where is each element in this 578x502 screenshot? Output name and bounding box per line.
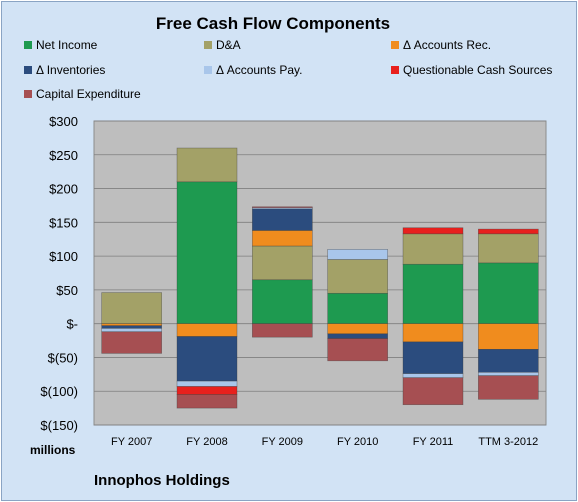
bar-segment bbox=[101, 328, 162, 333]
legend-swatch bbox=[391, 66, 399, 74]
bar-segment bbox=[101, 331, 162, 354]
bar-segment bbox=[101, 323, 162, 326]
bar-segment bbox=[252, 245, 313, 281]
bar-segment bbox=[327, 323, 388, 335]
legend-item-inventories: Δ Inventories bbox=[24, 63, 105, 77]
y-tick-label: $(50) bbox=[48, 350, 78, 365]
bar-segment bbox=[176, 147, 238, 183]
bar-segment bbox=[252, 323, 313, 338]
bar-segment bbox=[478, 262, 539, 324]
bar-segment bbox=[402, 373, 464, 379]
bar-segment bbox=[478, 228, 539, 235]
bar-segment bbox=[327, 249, 388, 260]
bar-segment bbox=[176, 336, 238, 382]
y-tick-label: $200 bbox=[49, 182, 78, 197]
bar-segment bbox=[252, 230, 313, 247]
legend-swatch bbox=[204, 41, 212, 49]
y-tick-label: $50 bbox=[56, 283, 78, 298]
bar-segment bbox=[101, 292, 162, 324]
chart-title: Free Cash Flow Components bbox=[155, 14, 391, 33]
bar-segment bbox=[252, 279, 313, 324]
legend-swatch bbox=[204, 66, 212, 74]
y-tick-label: $100 bbox=[49, 249, 78, 264]
x-tick-label: FY 2008 bbox=[186, 436, 227, 448]
legend-label: Net Income bbox=[36, 38, 98, 52]
bar-segment bbox=[176, 181, 238, 324]
legend-swatch bbox=[24, 66, 32, 74]
legend-item-accounts-pay: Δ Accounts Pay. bbox=[204, 63, 303, 77]
bar-segment bbox=[402, 341, 464, 374]
y-tick-label: $300 bbox=[49, 114, 78, 129]
x-tick-label: FY 2011 bbox=[413, 436, 454, 448]
bar-segment bbox=[402, 377, 464, 406]
y-tick-label: $(150) bbox=[40, 418, 78, 433]
x-tick-label: TTM 3-2012 bbox=[478, 436, 538, 448]
legend-swatch bbox=[24, 90, 32, 98]
bar-segment bbox=[176, 323, 238, 337]
units-label: millions bbox=[30, 443, 76, 457]
legend-label: D&A bbox=[216, 38, 241, 52]
legend-swatch bbox=[24, 41, 32, 49]
bar-segment bbox=[252, 206, 313, 208]
bar-segment bbox=[327, 338, 388, 362]
legend-label: Capital Expenditure bbox=[36, 87, 141, 101]
legend-label: Δ Accounts Rec. bbox=[403, 38, 492, 52]
bar-segment bbox=[478, 233, 539, 264]
company-name: Innophos Holdings bbox=[94, 472, 230, 489]
bar-segment bbox=[478, 372, 539, 376]
bar-segment bbox=[176, 380, 238, 387]
legend-item-net-income: Net Income bbox=[24, 38, 97, 52]
bar-segment bbox=[402, 323, 464, 343]
bar-segment bbox=[478, 349, 539, 373]
legend-item-capex: Capital Expenditure bbox=[24, 87, 141, 101]
bar-segment bbox=[327, 292, 388, 324]
legend-label: Questionable Cash Sources bbox=[403, 63, 553, 77]
bar-segment bbox=[402, 263, 464, 324]
x-tick-label: FY 2007 bbox=[111, 436, 152, 448]
bar-segment bbox=[176, 394, 238, 409]
legend-item-da: D&A bbox=[204, 38, 241, 52]
bar-segment bbox=[327, 333, 388, 339]
bar-segment bbox=[252, 208, 313, 231]
plot-area bbox=[93, 120, 547, 426]
x-tick-label: FY 2010 bbox=[337, 436, 378, 448]
x-tick-label: FY 2009 bbox=[262, 436, 303, 448]
y-tick-label: $150 bbox=[49, 215, 78, 230]
legend-item-questionable-cash: Questionable Cash Sources bbox=[391, 63, 552, 77]
y-tick-label: $- bbox=[66, 317, 78, 332]
bar-segment bbox=[478, 323, 539, 350]
bar-segment bbox=[402, 233, 464, 265]
bar-segment bbox=[402, 227, 464, 235]
legend-item-accounts-rec: Δ Accounts Rec. bbox=[391, 38, 491, 52]
bar-segment bbox=[101, 325, 162, 329]
bar-segment bbox=[176, 386, 238, 395]
bar-segment bbox=[478, 375, 539, 400]
legend-label: Δ Accounts Pay. bbox=[216, 63, 303, 77]
y-tick-label: $250 bbox=[49, 148, 78, 163]
bar-segment bbox=[327, 259, 388, 294]
legend-label: Δ Inventories bbox=[36, 63, 106, 77]
legend-swatch bbox=[391, 41, 399, 49]
y-tick-label: $(100) bbox=[40, 384, 78, 399]
